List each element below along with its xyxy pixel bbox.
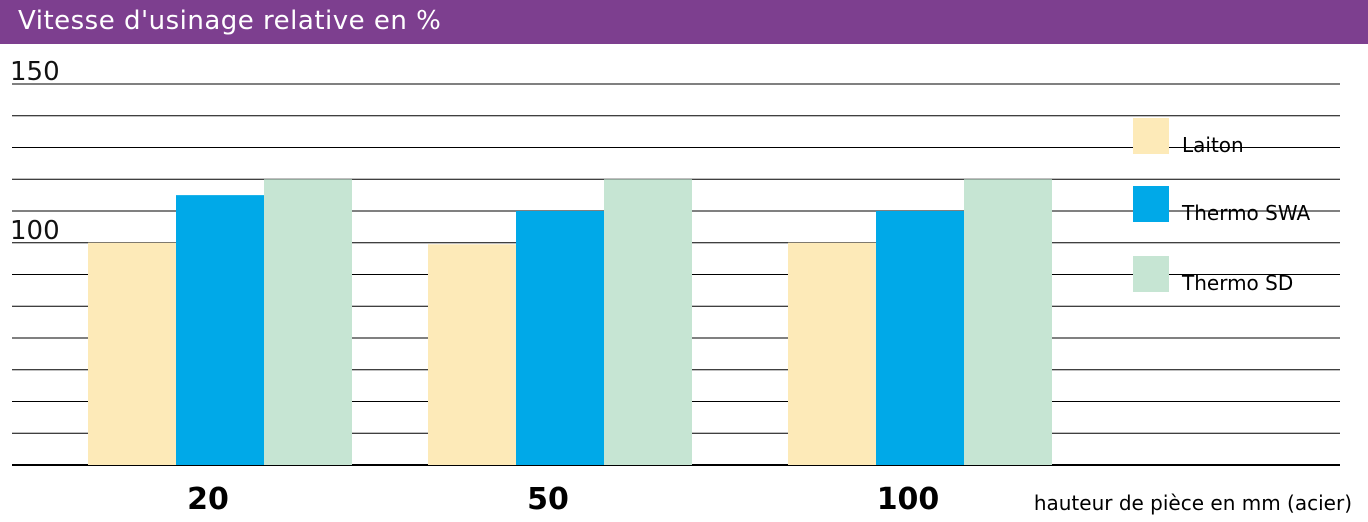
category-label: 20: [187, 482, 229, 517]
bar-thermo-sd-50: [604, 179, 692, 465]
bar-thermo-swa-20: [176, 195, 264, 465]
legend-swatch: [1133, 118, 1169, 154]
legend-label: Laiton: [1182, 133, 1244, 157]
bar-laiton-100: [788, 242, 876, 465]
bars: [88, 179, 1052, 465]
axis-labels: 100 150 20 50 100: [10, 57, 939, 517]
category-label: 50: [527, 482, 569, 517]
title-banner: Vitesse d'usinage relative en %: [0, 0, 1368, 44]
category-label: 100: [877, 482, 940, 517]
bar-laiton-20: [88, 242, 176, 465]
bar-thermo-swa-50: [516, 211, 604, 465]
bar-thermo-swa-100: [876, 211, 964, 465]
y-tick-label: 150: [10, 57, 60, 87]
bar-thermo-sd-100: [964, 179, 1052, 465]
legend-label: Thermo SD: [1181, 271, 1293, 295]
chart-title: Vitesse d'usinage relative en %: [18, 6, 442, 36]
bar-thermo-sd-20: [264, 179, 352, 465]
legend-swatch: [1133, 256, 1169, 292]
legend-label: Thermo SWA: [1181, 201, 1311, 225]
legend: Laiton Thermo SWA Thermo SD: [1133, 118, 1311, 295]
bar-laiton-50: [428, 244, 516, 465]
legend-swatch: [1133, 186, 1169, 222]
x-axis-label: hauteur de pièce en mm (acier): [1034, 491, 1352, 515]
y-tick-label: 100: [10, 216, 60, 246]
